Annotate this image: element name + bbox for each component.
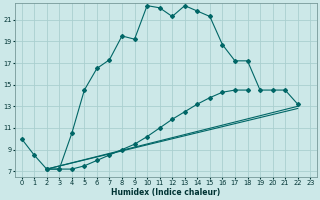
X-axis label: Humidex (Indice chaleur): Humidex (Indice chaleur)	[111, 188, 220, 197]
